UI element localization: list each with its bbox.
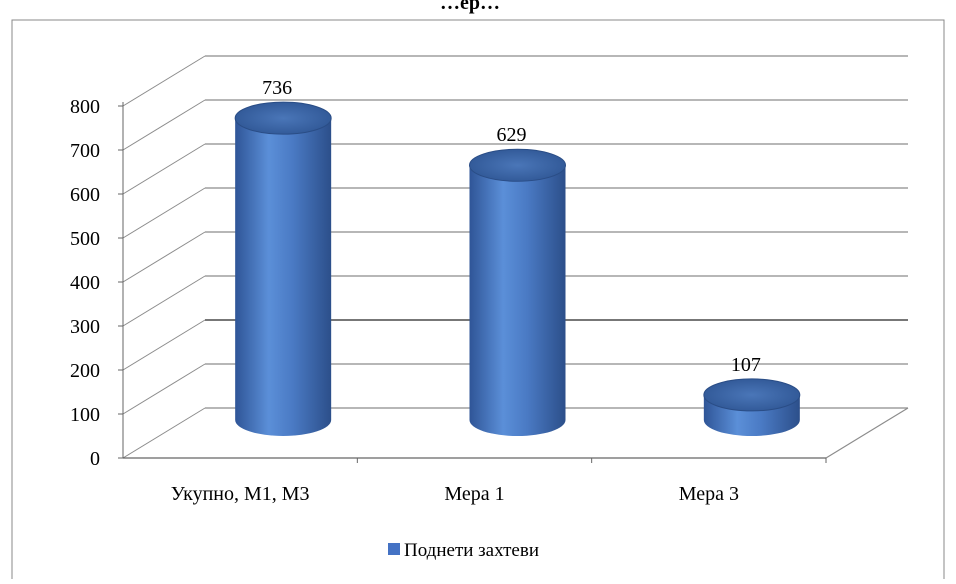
bar bbox=[703, 378, 801, 436]
labels-layer: 736 629 107 bbox=[262, 77, 761, 376]
bar bbox=[234, 101, 332, 436]
y-tick-label: 400 bbox=[70, 272, 100, 294]
y-tick-label: 800 bbox=[70, 96, 100, 118]
x-tick-label: Мера 3 bbox=[679, 483, 739, 505]
gridline-side bbox=[122, 187, 206, 239]
gridline-side bbox=[122, 319, 206, 371]
bar bbox=[469, 148, 566, 437]
gridline-side bbox=[122, 407, 206, 459]
data-label: 736 bbox=[262, 77, 292, 99]
gridline-side bbox=[122, 99, 206, 151]
gridline-side bbox=[122, 231, 206, 283]
y-tick-label: 700 bbox=[70, 140, 100, 162]
gridline-side bbox=[122, 275, 206, 327]
gridline-side bbox=[122, 143, 206, 195]
x-tick-label: Мера 1 bbox=[444, 483, 504, 505]
bar-body bbox=[469, 165, 566, 437]
y-tick-label: 200 bbox=[70, 360, 100, 382]
bar-top bbox=[703, 378, 801, 412]
data-label: 107 bbox=[731, 354, 761, 376]
bar-top bbox=[469, 148, 566, 182]
gridline-side bbox=[122, 55, 206, 107]
legend: Поднети захтеви bbox=[388, 540, 539, 561]
y-tick-label: 0 bbox=[90, 448, 100, 470]
chart-frame bbox=[11, 19, 945, 584]
gridline-side bbox=[122, 363, 206, 415]
y-tick-label: 100 bbox=[70, 404, 100, 426]
y-tick-label: 600 bbox=[70, 184, 100, 206]
bar-body bbox=[235, 118, 332, 436]
bar-top bbox=[234, 101, 332, 135]
floor-edge bbox=[825, 407, 909, 459]
legend-label: Поднети захтеви bbox=[404, 540, 539, 561]
data-label: 629 bbox=[497, 124, 527, 146]
y-tick-label: 500 bbox=[70, 228, 100, 250]
bars-layer bbox=[234, 101, 801, 437]
axis-layer: 0 100 200 300 400 500 600 700 800 Укупно, М1, М3 М… bbox=[70, 96, 827, 505]
legend-swatch bbox=[388, 543, 400, 555]
y-tick-label: 300 bbox=[70, 316, 100, 338]
x-tick-label: Укупно, М1, М3 bbox=[171, 483, 310, 505]
chart-title-fragment: …ер… bbox=[440, 0, 500, 14]
